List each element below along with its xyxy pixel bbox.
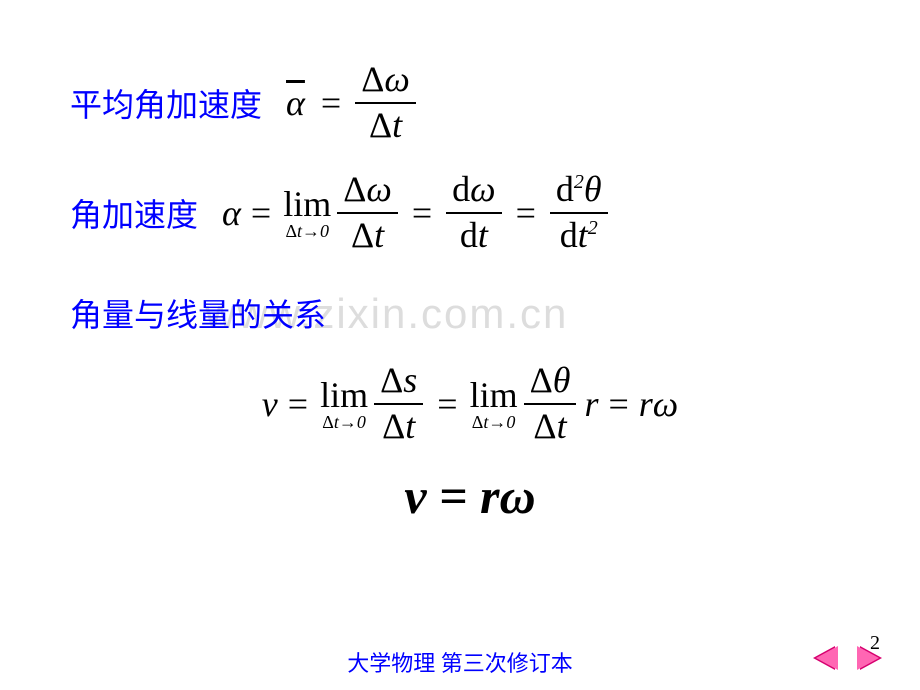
denominator: Δt: [363, 104, 408, 146]
numerator: Δω: [355, 60, 416, 104]
alpha: α: [222, 192, 241, 234]
fraction-2: dω dt: [446, 170, 501, 255]
equals: =: [608, 383, 628, 425]
lim-text: lim: [320, 377, 368, 413]
limit-2: lim Δt→0: [470, 377, 518, 431]
relation-section: 角量与线量的关系: [70, 290, 870, 336]
fraction: Δω Δt: [355, 60, 416, 145]
next-arrow-icon[interactable]: [860, 646, 882, 670]
lim-sub: Δt→0: [472, 413, 516, 431]
final-formula: v = rω: [70, 467, 870, 525]
avg-angular-acceleration-section: 平均角加速度 α = Δω Δt: [70, 60, 870, 145]
footer: 大学物理 第三次修订本: [0, 648, 920, 678]
angular-accel-formula: α = lim Δt→0 Δω Δt = dω dt = d2θ dt2: [222, 170, 612, 255]
limit-1: lim Δt→0: [320, 377, 368, 431]
equals: =: [288, 383, 308, 425]
fraction-3: d2θ dt2: [550, 170, 608, 255]
r-omega: rω: [639, 383, 678, 425]
footer-text: 大学物理 第三次修订本: [347, 646, 573, 678]
relation-formula-row: v = lim Δt→0 Δs Δt = lim Δt→0 Δθ Δt r = …: [70, 361, 870, 446]
lim-sub: Δt→0: [322, 413, 366, 431]
avg-angular-accel-label: 平均角加速度: [70, 80, 262, 126]
equals: =: [437, 383, 457, 425]
relation-formula: v = lim Δt→0 Δs Δt = lim Δt→0 Δθ Δt r = …: [262, 361, 678, 446]
lim-text: lim: [470, 377, 518, 413]
avg-angular-accel-formula: α = Δω Δt: [286, 60, 420, 145]
alpha-bar: α: [286, 82, 305, 124]
fraction-theta: Δθ Δt: [524, 361, 577, 446]
fraction-1: Δω Δt: [337, 170, 398, 255]
v: v: [262, 383, 278, 425]
limit: lim Δt→0: [283, 186, 331, 240]
equals: =: [516, 192, 536, 234]
lim-sub: Δt→0: [285, 222, 329, 240]
angular-accel-label: 角加速度: [70, 190, 198, 236]
fraction-s: Δs Δt: [374, 361, 423, 446]
lim-text: lim: [283, 186, 331, 222]
equals: =: [321, 82, 341, 124]
angular-acceleration-section: 角加速度 α = lim Δt→0 Δω Δt = dω dt = d2θ dt…: [70, 170, 870, 255]
equals: =: [412, 192, 432, 234]
r: r: [584, 383, 598, 425]
equals: =: [251, 192, 271, 234]
relation-label: 角量与线量的关系: [70, 290, 326, 336]
prev-arrow-icon[interactable]: [813, 646, 835, 670]
